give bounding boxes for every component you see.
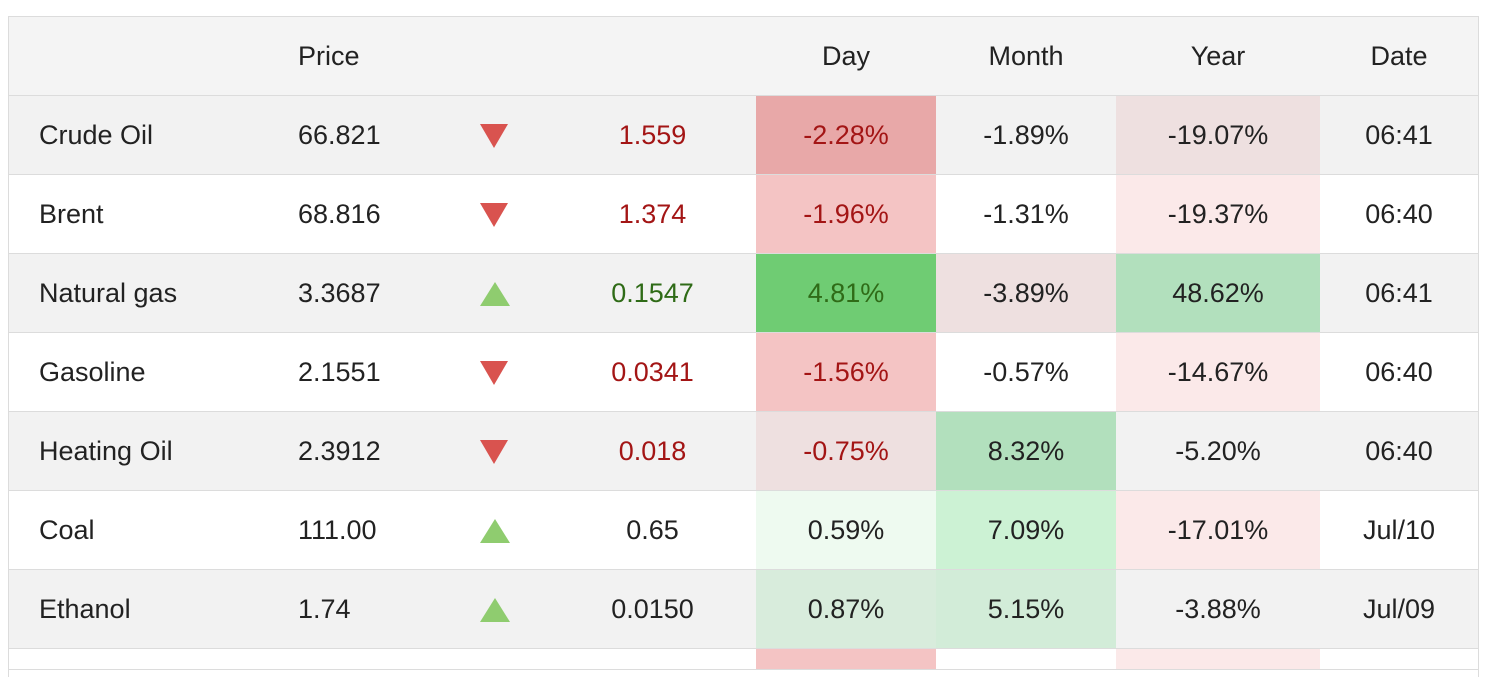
table-row[interactable]: Gasoline 2.1551 0.0341 -1.56% -0.57% -14… — [9, 332, 1478, 412]
commodity-day-pct: 0.87% — [756, 569, 936, 649]
commodity-month-pct: 5.15% — [936, 569, 1116, 649]
commodity-year-pct: -17.01% — [1116, 490, 1320, 570]
commodity-date: 06:40 — [1320, 332, 1478, 412]
table-row[interactable]: Natural gas 3.3687 0.1547 4.81% -3.89% 4… — [9, 253, 1478, 333]
partial-cell — [269, 648, 449, 670]
table-header-row: Price Day Month Year Date — [9, 17, 1478, 96]
table-row-partial — [9, 648, 1478, 670]
commodity-year-pct: -5.20% — [1116, 411, 1320, 491]
change-direction — [449, 332, 549, 412]
commodity-name[interactable]: Heating Oil — [9, 411, 269, 491]
change-direction — [449, 174, 549, 254]
commodity-change: 1.374 — [549, 174, 756, 254]
commodity-date: Jul/09 — [1320, 569, 1478, 649]
commodity-name[interactable]: Coal — [9, 490, 269, 570]
commodity-year-pct: -3.88% — [1116, 569, 1320, 649]
triangle-down-icon — [480, 203, 508, 228]
commodity-month-pct: -1.31% — [936, 174, 1116, 254]
commodity-day-pct: -2.28% — [756, 95, 936, 175]
header-month[interactable]: Month — [936, 17, 1116, 96]
commodity-price: 2.1551 — [269, 332, 449, 412]
commodities-table-container: Price Day Month Year Date Crude Oil 66.8… — [8, 16, 1479, 677]
commodity-year-pct: 48.62% — [1116, 253, 1320, 333]
commodity-day-pct: -1.56% — [756, 332, 936, 412]
commodity-price: 66.821 — [269, 95, 449, 175]
commodity-year-pct: -19.07% — [1116, 95, 1320, 175]
partial-cell — [936, 648, 1116, 670]
triangle-up-icon — [480, 519, 510, 544]
header-year[interactable]: Year — [1116, 17, 1320, 96]
commodity-price: 68.816 — [269, 174, 449, 254]
triangle-down-icon — [480, 124, 508, 149]
partial-cell — [1116, 648, 1320, 670]
header-arrow — [449, 17, 549, 96]
partial-cell — [9, 648, 269, 670]
commodities-table: Price Day Month Year Date Crude Oil 66.8… — [9, 17, 1478, 670]
table-row[interactable]: Heating Oil 2.3912 0.018 -0.75% 8.32% -5… — [9, 411, 1478, 491]
commodity-change: 0.1547 — [549, 253, 756, 333]
commodity-month-pct: -1.89% — [936, 95, 1116, 175]
table-row[interactable]: Ethanol 1.74 0.0150 0.87% 5.15% -3.88% J… — [9, 569, 1478, 649]
partial-cell — [1320, 648, 1478, 670]
commodity-name[interactable]: Natural gas — [9, 253, 269, 333]
change-direction — [449, 411, 549, 491]
header-name — [9, 17, 269, 96]
commodity-name[interactable]: Ethanol — [9, 569, 269, 649]
commodity-date: 06:41 — [1320, 253, 1478, 333]
commodity-price: 111.00 — [269, 490, 449, 570]
commodity-day-pct: 0.59% — [756, 490, 936, 570]
commodity-change: 0.018 — [549, 411, 756, 491]
commodity-price: 2.3912 — [269, 411, 449, 491]
triangle-up-icon — [480, 598, 510, 623]
commodity-year-pct: -19.37% — [1116, 174, 1320, 254]
partial-cell — [449, 648, 549, 670]
change-direction — [449, 490, 549, 570]
change-direction — [449, 95, 549, 175]
partial-cell — [549, 648, 756, 670]
commodity-name[interactable]: Gasoline — [9, 332, 269, 412]
header-change — [549, 17, 756, 96]
header-day[interactable]: Day — [756, 17, 936, 96]
commodity-date: 06:40 — [1320, 411, 1478, 491]
commodity-date: Jul/10 — [1320, 490, 1478, 570]
commodity-change: 0.0341 — [549, 332, 756, 412]
header-price[interactable]: Price — [269, 17, 449, 96]
commodity-month-pct: 8.32% — [936, 411, 1116, 491]
triangle-down-icon — [480, 361, 508, 386]
change-direction — [449, 569, 549, 649]
triangle-down-icon — [480, 440, 508, 465]
commodity-day-pct: 4.81% — [756, 253, 936, 333]
commodity-price: 3.3687 — [269, 253, 449, 333]
commodity-name[interactable]: Brent — [9, 174, 269, 254]
commodity-month-pct: -3.89% — [936, 253, 1116, 333]
commodity-year-pct: -14.67% — [1116, 332, 1320, 412]
commodity-day-pct: -1.96% — [756, 174, 936, 254]
table-row[interactable]: Coal 111.00 0.65 0.59% 7.09% -17.01% Jul… — [9, 490, 1478, 570]
table-row[interactable]: Brent 68.816 1.374 -1.96% -1.31% -19.37%… — [9, 174, 1478, 254]
commodity-change: 0.65 — [549, 490, 756, 570]
table-body: Crude Oil 66.821 1.559 -2.28% -1.89% -19… — [9, 95, 1478, 670]
commodity-change: 1.559 — [549, 95, 756, 175]
table-row[interactable]: Crude Oil 66.821 1.559 -2.28% -1.89% -19… — [9, 95, 1478, 175]
commodity-date: 06:41 — [1320, 95, 1478, 175]
commodity-date: 06:40 — [1320, 174, 1478, 254]
triangle-up-icon — [480, 282, 510, 307]
header-date[interactable]: Date — [1320, 17, 1478, 96]
commodity-name[interactable]: Crude Oil — [9, 95, 269, 175]
commodity-change: 0.0150 — [549, 569, 756, 649]
partial-cell — [756, 648, 936, 670]
commodity-month-pct: -0.57% — [936, 332, 1116, 412]
commodity-month-pct: 7.09% — [936, 490, 1116, 570]
change-direction — [449, 253, 549, 333]
commodity-price: 1.74 — [269, 569, 449, 649]
commodity-day-pct: -0.75% — [756, 411, 936, 491]
